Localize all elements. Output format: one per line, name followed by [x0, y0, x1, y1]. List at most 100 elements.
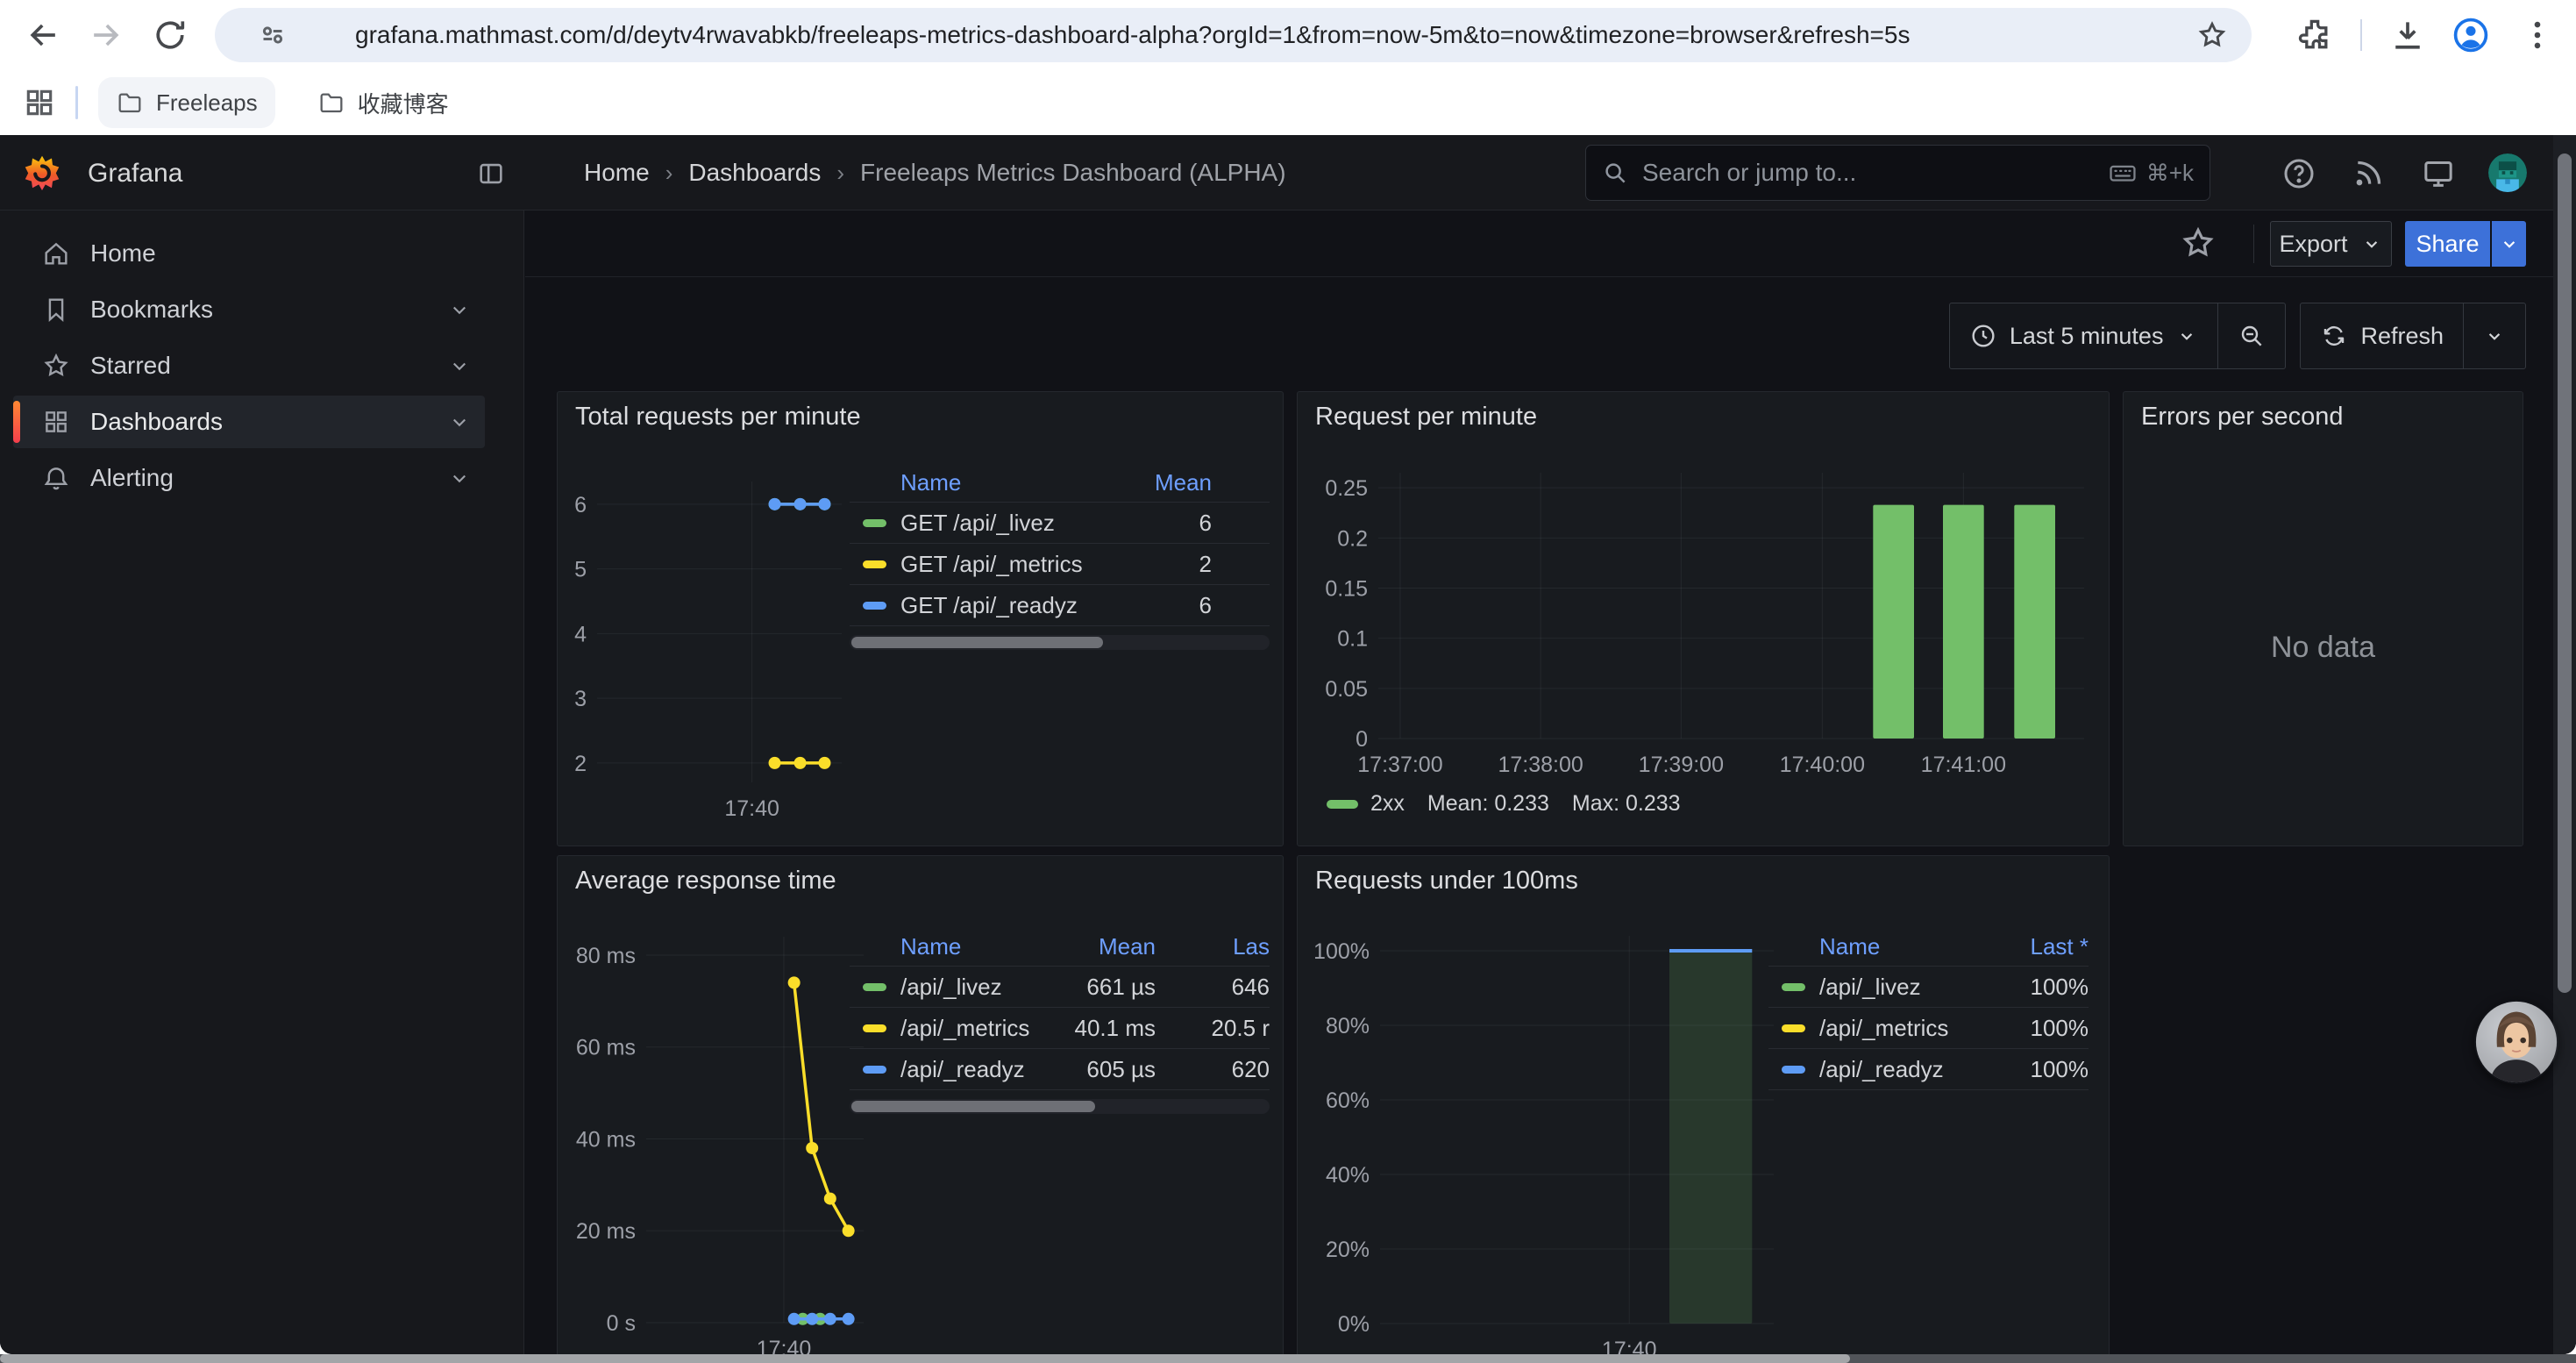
- sidebar-item-bookmarks[interactable]: Bookmarks: [13, 283, 485, 336]
- panel-request-per-minute[interactable]: Request per minute 0.25 0.2 0.15 0.1 0.05 0 17…: [1297, 391, 2110, 846]
- legend-table: Name Last * /api/_livez 100% /api/_metrics 10…: [1768, 928, 2089, 1090]
- sidebar-item-label: Home: [90, 239, 156, 267]
- browser-menu-icon[interactable]: [2518, 16, 2557, 54]
- column-header[interactable]: Mean: [1154, 469, 1212, 496]
- svg-text:17:40:00: 17:40:00: [1780, 753, 1865, 777]
- svg-text:17:37:00: 17:37:00: [1357, 753, 1442, 777]
- panel-errors-per-second[interactable]: Errors per second No data: [2123, 391, 2523, 846]
- sidebar-item-label: Alerting: [90, 464, 174, 491]
- svg-text:17:39:00: 17:39:00: [1639, 753, 1724, 777]
- grafana-app: Grafana Home › Dashboards › Freeleaps Metric…: [0, 135, 2576, 1354]
- svg-text:4: 4: [574, 622, 587, 646]
- search-input[interactable]: Search or jump to... ⌘+k: [1585, 145, 2210, 201]
- series-color-pill: [863, 1065, 886, 1074]
- reload-icon[interactable]: [151, 16, 189, 54]
- scrollbar-thumb[interactable]: [851, 1101, 1095, 1112]
- series-name[interactable]: GET /api/_readyz: [900, 591, 1078, 618]
- series-name[interactable]: /api/_metrics: [900, 1014, 1030, 1041]
- column-header[interactable]: Last *: [2030, 933, 2089, 960]
- apps-grid-icon[interactable]: [23, 86, 56, 119]
- column-name[interactable]: Name: [900, 933, 962, 960]
- site-settings-icon[interactable]: [257, 19, 288, 51]
- scrollbar-thumb[interactable]: [2558, 153, 2572, 993]
- grafana-logo[interactable]: [23, 153, 61, 192]
- series-name[interactable]: GET /api/_livez: [900, 509, 1055, 536]
- svg-text:80%: 80%: [1326, 1014, 1370, 1038]
- series-name[interactable]: GET /api/_metrics: [900, 550, 1083, 577]
- column-header[interactable]: Mean: [1098, 933, 1156, 960]
- sidebar-toggle-icon[interactable]: [476, 159, 506, 189]
- sidebar-item-home[interactable]: Home: [13, 227, 485, 280]
- column-name[interactable]: Name: [1819, 933, 1881, 960]
- bookmark-folder[interactable]: Freeleaps: [98, 77, 275, 128]
- toolbar-divider: [2253, 225, 2254, 263]
- legend-table-row[interactable]: /api/_metrics 40.1 ms 20.5 r: [850, 1008, 1270, 1049]
- series-value: 605 µs: [1086, 1055, 1156, 1082]
- breadcrumb-item[interactable]: Dashboards: [688, 159, 822, 186]
- legend-table-row[interactable]: /api/_readyz 605 µs 620: [850, 1049, 1270, 1090]
- legend-table-row[interactable]: GET /api/_metrics 2: [850, 544, 1270, 585]
- toolbar-separator: [2360, 19, 2362, 51]
- refresh-group: Refresh: [2300, 303, 2526, 369]
- time-controls: Last 5 minutes Refre: [1948, 303, 2526, 369]
- breadcrumb-item[interactable]: Home: [584, 159, 650, 186]
- legend-table-row[interactable]: /api/_metrics 100%: [1768, 1008, 2089, 1049]
- scrollbar-thumb[interactable]: [851, 637, 1104, 648]
- legend-table-row[interactable]: /api/_livez 100%: [1768, 967, 2089, 1008]
- series-name[interactable]: /api/_livez: [900, 973, 1002, 1000]
- bookmark-star-icon[interactable]: [2195, 18, 2229, 52]
- series-name[interactable]: /api/_readyz: [1819, 1055, 1944, 1082]
- download-icon[interactable]: [2388, 16, 2427, 54]
- panel-average-response-time[interactable]: Average response time 80 ms 60 ms 40 ms 20 …: [557, 855, 1284, 1354]
- sidebar-item-alerting[interactable]: Alerting: [13, 452, 485, 504]
- news-icon[interactable]: [2351, 156, 2386, 191]
- display-icon[interactable]: [2421, 156, 2456, 191]
- refresh-button[interactable]: Refresh: [2301, 303, 2463, 368]
- svg-text:0.2: 0.2: [1337, 526, 1368, 551]
- url-text[interactable]: grafana.mathmast.com/d/deytv4rwavabkb/fr…: [355, 21, 1911, 48]
- svg-text:5: 5: [574, 558, 587, 582]
- legend-table-row[interactable]: /api/_livez 661 µs 646: [850, 967, 1270, 1008]
- panel-requests-under-100ms[interactable]: Requests under 100ms 100% 80% 60% 40% 20% 0% 1…: [1297, 855, 2110, 1354]
- favorite-star-icon[interactable]: [2179, 224, 2217, 262]
- legend-table-row[interactable]: GET /api/_readyz 6: [850, 585, 1270, 626]
- legend-scrollbar[interactable]: [850, 1099, 1270, 1114]
- page-scrollbar[interactable]: [2553, 135, 2576, 1354]
- help-icon[interactable]: [2281, 156, 2316, 191]
- scrollbar-thumb[interactable]: [0, 1354, 1850, 1363]
- share-button[interactable]: Share: [2405, 221, 2490, 267]
- group-divider: [2217, 303, 2219, 368]
- series-name[interactable]: /api/_readyz: [900, 1055, 1025, 1082]
- series-color-pill: [863, 601, 886, 610]
- sidebar-item-starred[interactable]: Starred: [13, 339, 485, 392]
- profile-icon[interactable]: [2451, 16, 2490, 54]
- series-name[interactable]: /api/_metrics: [1819, 1014, 1949, 1041]
- share-menu-button[interactable]: [2492, 221, 2526, 267]
- address-bar[interactable]: grafana.mathmast.com/d/deytv4rwavabkb/fr…: [215, 8, 2252, 62]
- breadcrumb: Home › Dashboards › Freeleaps Metrics Dashbo…: [584, 135, 1286, 211]
- column-name[interactable]: Name: [900, 469, 962, 496]
- series-color-pill: [1782, 1024, 1805, 1032]
- bookmark-folder[interactable]: 收藏博客: [300, 77, 466, 128]
- panel-title: Average response time: [575, 867, 836, 895]
- series-name[interactable]: /api/_livez: [1819, 973, 1921, 1000]
- legend-scrollbar[interactable]: [850, 635, 1270, 650]
- bookmark-label: Freeleaps: [156, 89, 258, 116]
- export-button[interactable]: Export: [2270, 221, 2392, 267]
- zoom-out-button[interactable]: [2218, 303, 2285, 368]
- panel-total-requests-per-minute[interactable]: Total requests per minute 6 5 4 3 2 17:40 Nam…: [557, 391, 1284, 846]
- horizontal-scrollbar[interactable]: [0, 1354, 2576, 1363]
- refresh-interval-button[interactable]: [2464, 303, 2525, 368]
- legend-table-row[interactable]: /api/_readyz 100%: [1768, 1049, 2089, 1090]
- time-range-picker[interactable]: Last 5 minutes: [1950, 303, 2218, 368]
- series-name[interactable]: 2xx: [1370, 791, 1405, 816]
- legend-table-row[interactable]: GET /api/_livez 6: [850, 503, 1270, 544]
- user-avatar[interactable]: [2488, 153, 2527, 192]
- back-icon[interactable]: [25, 16, 63, 54]
- sidebar-item-dashboards[interactable]: Dashboards: [13, 396, 485, 448]
- column-header[interactable]: Las: [1233, 933, 1270, 960]
- floating-assistant-avatar[interactable]: [2474, 1000, 2558, 1084]
- svg-text:60%: 60%: [1326, 1088, 1370, 1113]
- extensions-icon[interactable]: [2295, 16, 2334, 54]
- series-color-pill: [1782, 1065, 1805, 1074]
